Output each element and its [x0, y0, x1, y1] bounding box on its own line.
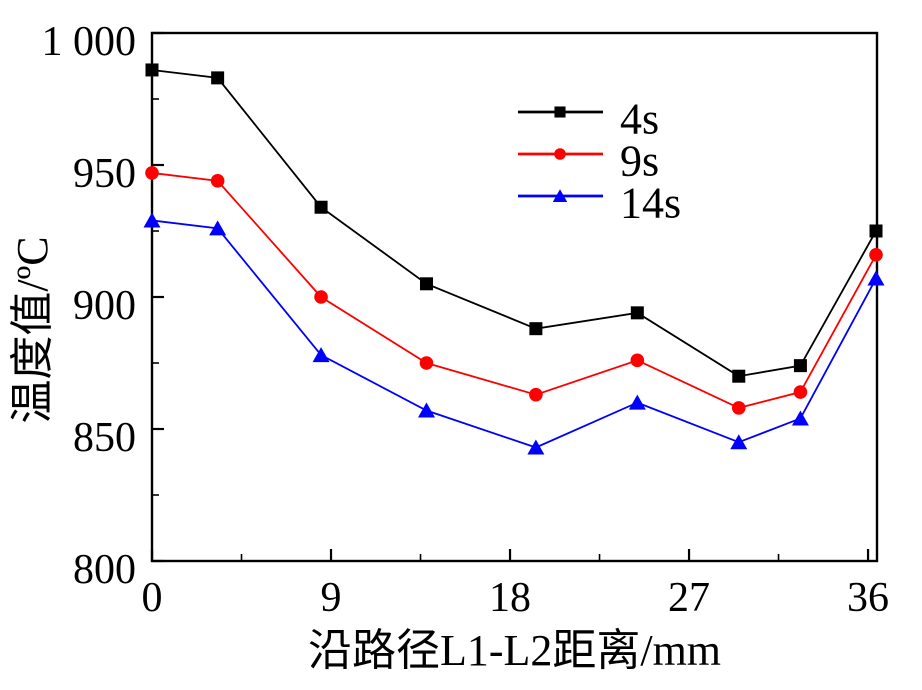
- series-marker-9s: [145, 166, 159, 180]
- series-marker-4s: [419, 277, 433, 291]
- series-marker-14s: [417, 402, 435, 418]
- series-marker-14s: [628, 394, 646, 410]
- series-marker-9s: [529, 387, 543, 402]
- series-marker-9s: [419, 356, 434, 370]
- series-marker-14s: [867, 270, 885, 286]
- y-axis-label: 温度值/ºC: [8, 236, 57, 424]
- plot-frame: [150, 31, 879, 563]
- legend-marker-4s: [554, 106, 566, 118]
- legend-label-14s: 14s: [620, 179, 681, 228]
- x-tick-label: 36: [847, 575, 889, 621]
- series-marker-4s: [529, 322, 543, 336]
- series-marker-14s: [209, 220, 227, 236]
- y-tick-label: 850: [73, 415, 136, 461]
- y-tick-label: 950: [73, 151, 136, 197]
- series-marker-9s: [731, 401, 746, 415]
- series-marker-4s: [869, 224, 883, 238]
- x-tick-label: 9: [321, 575, 342, 621]
- y-tick-label: 800: [73, 547, 136, 593]
- series-marker-14s: [791, 410, 809, 426]
- series-line-14s: [151, 219, 877, 449]
- y-tick-label: 900: [73, 283, 136, 329]
- x-tick-label: 18: [489, 575, 531, 621]
- series-marker-4s: [630, 306, 644, 320]
- series-marker-4s: [211, 71, 225, 85]
- x-tick-label: 0: [142, 575, 163, 621]
- series-marker-14s: [730, 434, 748, 450]
- series-marker-9s: [630, 353, 645, 368]
- y-tick-label: 1 000: [42, 19, 137, 65]
- legend-marker-14s: [552, 189, 568, 202]
- series-line-4s: [151, 69, 877, 378]
- series-marker-9s: [314, 290, 328, 304]
- legend-marker-9s: [554, 148, 566, 160]
- series-marker-4s: [732, 369, 746, 383]
- series-marker-14s: [312, 347, 330, 363]
- series-marker-14s: [527, 439, 545, 455]
- series-marker-14s: [143, 212, 161, 228]
- series-marker-4s: [793, 359, 807, 373]
- x-tick-label: 27: [668, 575, 710, 621]
- x-axis-label: 沿路径L1-L2距离/mm: [307, 626, 722, 675]
- series-marker-9s: [210, 174, 225, 188]
- series-marker-9s: [793, 385, 808, 399]
- series-marker-4s: [145, 63, 159, 77]
- series-marker-4s: [314, 200, 328, 214]
- series-marker-9s: [869, 247, 883, 262]
- legend-label-9s: 9s: [620, 137, 659, 186]
- series-line-9s: [151, 172, 877, 409]
- legend-label-4s: 4s: [620, 95, 659, 144]
